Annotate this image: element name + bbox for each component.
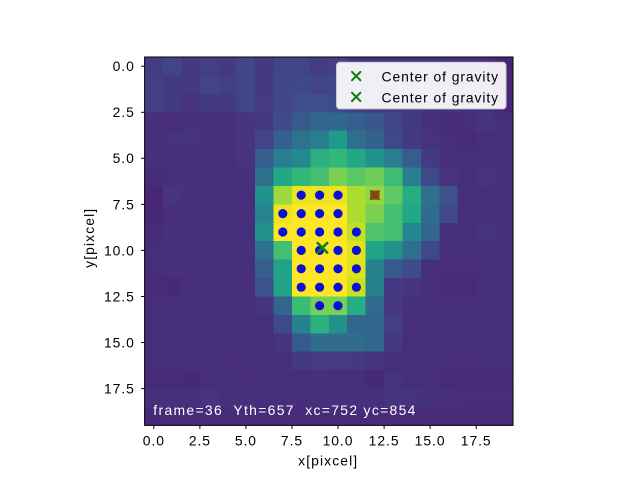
svg-text:7.5: 7.5 [113, 196, 135, 212]
svg-text:2.5: 2.5 [189, 433, 211, 449]
svg-text:0.0: 0.0 [113, 58, 135, 74]
svg-text:frame=36 Yth=657 xc=752 yc=8: frame=36 Yth=657 xc=752 yc=854 [153, 402, 416, 418]
svg-text:10.0: 10.0 [104, 242, 135, 258]
svg-text:17.5: 17.5 [104, 381, 135, 397]
svg-text:5.0: 5.0 [113, 150, 135, 166]
svg-text:0.0: 0.0 [143, 433, 165, 449]
svg-text:15.0: 15.0 [415, 433, 446, 449]
svg-text:Center of gravity: Center of gravity [382, 69, 500, 85]
svg-text:5.0: 5.0 [235, 433, 257, 449]
svg-text:10.0: 10.0 [323, 433, 354, 449]
svg-text:12.5: 12.5 [369, 433, 400, 449]
svg-text:15.0: 15.0 [104, 334, 135, 350]
svg-text:x[pixcel]: x[pixcel] [298, 452, 358, 468]
svg-text:y[pixcel]: y[pixcel] [81, 208, 97, 268]
svg-text:2.5: 2.5 [113, 104, 135, 120]
svg-text:7.5: 7.5 [281, 433, 303, 449]
svg-text:12.5: 12.5 [104, 288, 135, 304]
svg-text:Center of gravity: Center of gravity [382, 89, 500, 105]
svg-text:17.5: 17.5 [461, 433, 492, 449]
